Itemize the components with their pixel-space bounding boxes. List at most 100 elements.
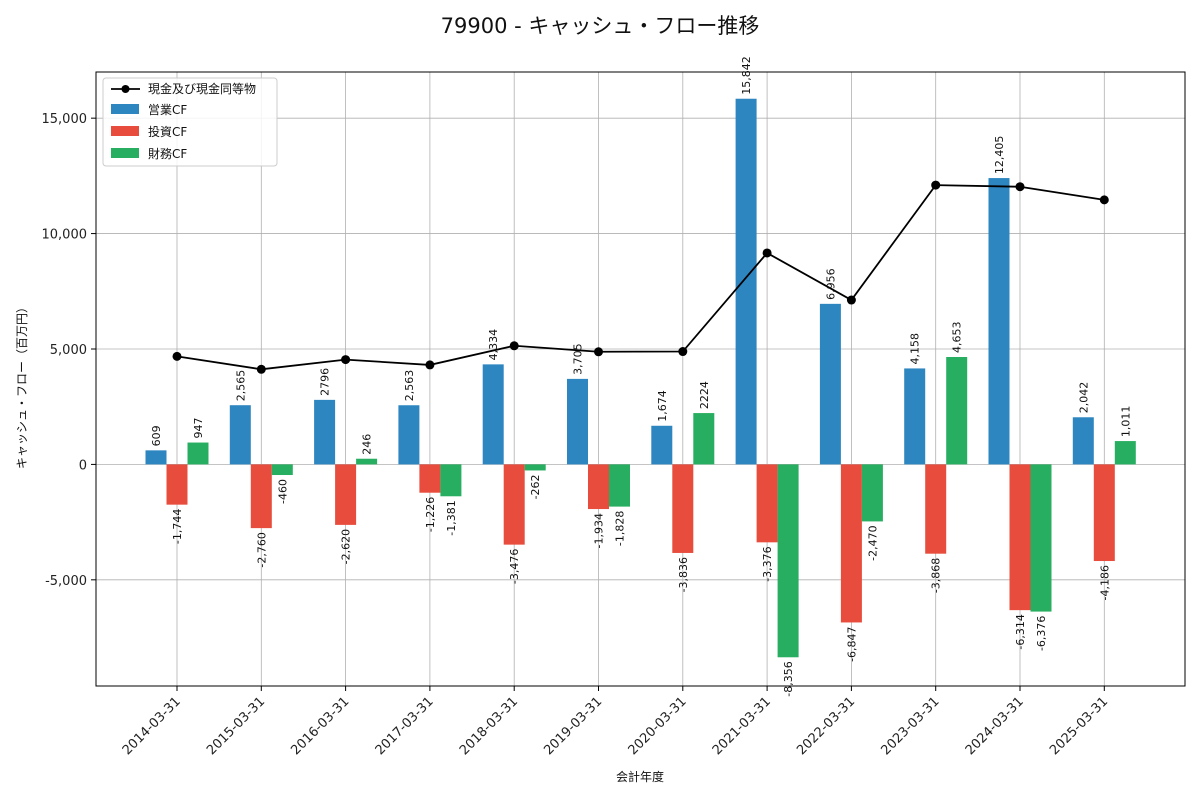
bar xyxy=(335,464,357,525)
bar xyxy=(819,303,841,465)
bar-value-label: 12,405 xyxy=(993,136,1006,175)
cash-line-point xyxy=(678,347,688,357)
bar-value-label: -6,847 xyxy=(845,626,858,661)
bar-value-label: 2,563 xyxy=(403,370,416,402)
bar xyxy=(271,464,293,476)
bar xyxy=(840,464,862,623)
bar-value-label: -3,868 xyxy=(930,558,943,593)
bar-value-label: 2796 xyxy=(319,368,332,396)
bar xyxy=(187,442,209,465)
bar xyxy=(145,450,167,465)
bar xyxy=(651,425,673,465)
bar-value-label: 2224 xyxy=(698,381,711,409)
bar xyxy=(524,464,546,471)
cash-line xyxy=(172,180,1109,374)
bar xyxy=(356,458,378,465)
bar xyxy=(735,98,757,465)
bar xyxy=(567,378,588,465)
bar-value-label: -3,376 xyxy=(761,546,774,581)
legend-entry-cash: 現金及び現金同等物 xyxy=(148,81,256,96)
bar-value-label: -1,828 xyxy=(614,511,627,546)
bar-value-label: -6,376 xyxy=(1035,616,1048,651)
x-tick-label: 2025-03-31 xyxy=(1047,694,1111,758)
bar xyxy=(250,464,272,529)
bar xyxy=(1030,464,1052,612)
cash-line-point xyxy=(256,364,266,374)
bar-value-label: -4,186 xyxy=(1098,565,1111,600)
bar xyxy=(861,464,883,522)
x-tick-label: 2021-03-31 xyxy=(710,694,774,758)
bar-value-label: -2,760 xyxy=(255,532,268,567)
y-tick-label: 15,000 xyxy=(42,112,88,127)
legend-entry-investing: 投資CF xyxy=(148,124,187,139)
plot-frame xyxy=(95,71,1186,687)
y-tick-label: 10,000 xyxy=(42,228,88,243)
y-tick-label: 0 xyxy=(79,458,87,473)
x-tick-label: 2020-03-31 xyxy=(626,694,690,758)
bar-value-label: -1,381 xyxy=(445,500,458,535)
legend-swatch-financing xyxy=(111,148,139,158)
cash-line-point xyxy=(172,351,182,361)
bar-value-label: -3,836 xyxy=(677,557,690,592)
legend-swatch-investing xyxy=(111,126,139,136)
bar xyxy=(588,464,609,510)
bar-value-label: -2,470 xyxy=(866,525,879,560)
x-tick-label: 2024-03-31 xyxy=(963,694,1027,758)
bar-value-label: 4,334 xyxy=(487,329,500,361)
bar-value-label: 4,653 xyxy=(951,322,964,354)
bar xyxy=(440,464,462,497)
bar-value-label: 2,565 xyxy=(234,370,247,401)
bar xyxy=(1072,417,1094,465)
x-tick-label: 2017-03-31 xyxy=(373,694,437,758)
chart-title: 79900 - キャッシュ・フロー推移 xyxy=(441,14,760,38)
bar xyxy=(398,405,420,465)
legend-box xyxy=(102,77,278,167)
bar xyxy=(229,405,251,465)
bar-value-label: -1,226 xyxy=(424,497,437,532)
cash-line-path xyxy=(176,184,1105,371)
legend: 現金及び現金同等物 営業CF 投資CF 財務CF xyxy=(102,77,278,167)
bar xyxy=(1114,441,1136,465)
legend-entry-financing: 財務CF xyxy=(148,146,187,161)
bar xyxy=(672,464,694,553)
cash-line-point xyxy=(341,355,351,365)
bar-value-label: 4,158 xyxy=(909,333,922,365)
cash-line-point xyxy=(1015,182,1025,192)
bar-value-label: -2,620 xyxy=(340,529,353,564)
bar xyxy=(609,464,630,507)
cash-line-point xyxy=(509,341,519,351)
cash-line-point xyxy=(931,180,941,190)
cash-line-point xyxy=(594,347,603,357)
x-tick-label: 2018-03-31 xyxy=(457,694,521,758)
x-tick-label: 2023-03-31 xyxy=(878,694,942,758)
bar xyxy=(988,178,1010,465)
bar-value-label: -1,744 xyxy=(171,509,184,544)
bar-value-label: 1,011 xyxy=(1119,406,1132,438)
bar xyxy=(419,464,441,493)
bar-value-label: -3,476 xyxy=(508,549,521,584)
bar-value-label: 1,674 xyxy=(656,390,669,422)
bar xyxy=(482,364,504,465)
legend-line-marker xyxy=(121,85,130,93)
bar xyxy=(693,413,715,465)
y-tick-label: -5,000 xyxy=(45,574,87,589)
legend-swatch-operating xyxy=(111,104,139,114)
bar xyxy=(756,464,778,543)
cash-line-point xyxy=(425,360,435,370)
legend-entry-operating: 営業CF xyxy=(148,103,187,117)
bar-value-label: 15,842 xyxy=(740,56,753,95)
x-tick-label: 2014-03-31 xyxy=(120,694,184,758)
bar-value-label: 6,956 xyxy=(824,268,837,300)
cash-line-point xyxy=(846,295,856,305)
y-tick-label: 5,000 xyxy=(50,343,87,358)
cash-line-point xyxy=(1099,195,1109,205)
bar xyxy=(1093,464,1115,562)
bar-value-label: -1,934 xyxy=(593,513,606,548)
bar-value-label: -262 xyxy=(529,474,542,499)
bar xyxy=(503,464,525,545)
bar xyxy=(314,399,336,465)
bar xyxy=(925,464,947,554)
bar xyxy=(166,464,188,505)
bar-value-label: 3,705 xyxy=(572,343,585,375)
